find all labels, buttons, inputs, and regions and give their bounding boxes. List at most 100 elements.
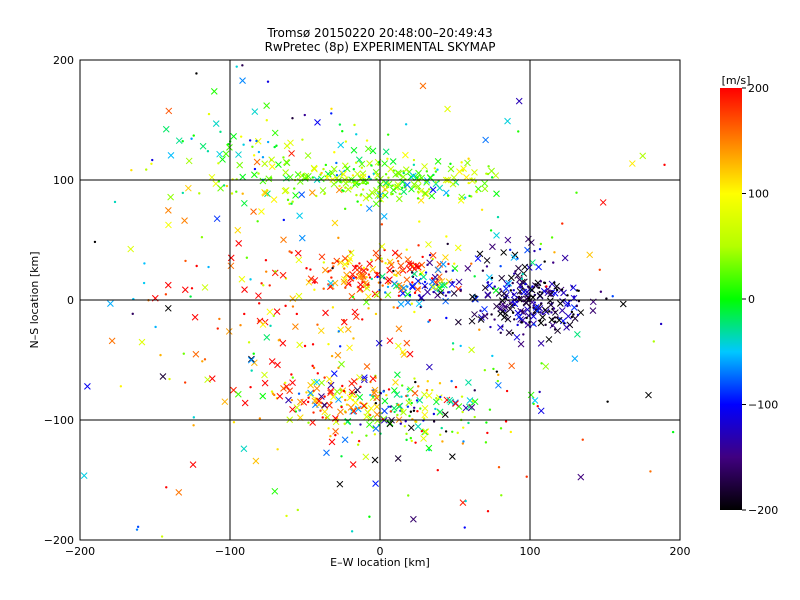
data-point-dot <box>383 248 386 252</box>
data-point-dot <box>266 140 270 144</box>
data-point-dot <box>416 190 420 194</box>
data-point-dot <box>355 133 358 136</box>
data-point-cross <box>476 250 484 258</box>
data-point-dot <box>184 259 187 263</box>
data-point-cross <box>437 289 445 296</box>
data-point-dot <box>384 173 388 176</box>
data-point-cross <box>414 183 422 190</box>
data-point-cross <box>419 82 427 90</box>
data-point-cross <box>558 307 566 314</box>
data-point-dot <box>536 405 539 408</box>
data-point-cross <box>326 401 333 409</box>
data-point-dot <box>499 288 502 291</box>
data-point-cross <box>381 160 389 167</box>
data-point-dot <box>496 215 500 219</box>
data-point-dot <box>522 333 525 336</box>
data-point-dot <box>415 399 419 402</box>
data-point-cross <box>366 260 374 268</box>
data-point-dot <box>338 345 342 348</box>
data-point-cross <box>307 275 315 283</box>
data-point-cross <box>255 292 262 300</box>
data-point-cross <box>403 181 411 189</box>
data-point-dot <box>247 341 251 344</box>
data-point-cross <box>486 274 493 281</box>
data-point-dot <box>445 235 448 238</box>
data-point-cross <box>165 221 172 229</box>
data-point-dot <box>543 281 547 285</box>
data-point-dot <box>550 294 553 297</box>
data-point-dot <box>367 283 370 286</box>
data-point-cross <box>493 302 500 310</box>
data-point-cross <box>514 309 522 317</box>
data-point-dot <box>453 262 456 265</box>
data-point-dot <box>425 170 429 173</box>
data-point-dot <box>154 325 157 329</box>
data-point-dot <box>544 323 547 327</box>
data-point-dot <box>446 242 449 246</box>
data-point-cross <box>393 391 401 398</box>
data-point-cross <box>430 283 437 291</box>
data-point-dot <box>570 310 574 314</box>
data-point-cross <box>449 180 457 188</box>
data-point-dot <box>235 190 238 193</box>
data-point-dot <box>335 173 339 177</box>
data-point-cross <box>564 312 572 320</box>
data-point-cross <box>504 236 512 244</box>
data-point-dot <box>474 180 478 183</box>
data-point-dot <box>243 312 246 316</box>
data-point-dot <box>359 194 362 197</box>
data-point-cross <box>455 318 462 326</box>
data-point-cross <box>432 180 440 188</box>
data-point-dot <box>606 400 609 403</box>
data-point-dot <box>659 322 663 326</box>
data-point-cross <box>217 184 224 192</box>
data-point-dot <box>377 163 380 166</box>
data-point-cross <box>344 326 352 333</box>
data-point-cross <box>181 286 189 294</box>
data-point-cross <box>254 137 262 145</box>
data-point-cross <box>304 172 312 180</box>
data-point-dot <box>487 165 490 168</box>
data-point-dot <box>397 403 400 406</box>
data-point-dot <box>422 417 426 420</box>
data-point-cross <box>371 386 379 394</box>
data-point-cross <box>292 323 299 330</box>
data-point-cross <box>356 393 364 401</box>
data-point-cross <box>162 125 170 133</box>
data-point-cross <box>281 187 289 195</box>
data-point-cross <box>317 175 325 183</box>
data-point-dot <box>322 167 325 171</box>
data-point-cross <box>444 105 451 113</box>
data-point-dot <box>553 328 557 331</box>
data-point-dot <box>405 438 408 442</box>
data-point-cross <box>259 177 267 185</box>
data-point-cross <box>510 254 518 261</box>
data-point-dot <box>352 337 355 340</box>
data-point-cross <box>522 299 530 307</box>
data-point-cross <box>441 411 449 419</box>
data-point-dot <box>520 277 524 281</box>
data-point-dot <box>369 393 372 397</box>
data-point-dot <box>356 200 359 203</box>
data-point-cross <box>328 169 336 177</box>
data-point-dot <box>266 80 270 83</box>
data-point-dot <box>539 302 543 305</box>
data-point-dot <box>290 398 294 402</box>
data-point-dot <box>473 415 476 419</box>
data-point-dot <box>241 192 244 195</box>
data-point-dot <box>355 193 358 197</box>
data-point-dot <box>340 173 344 176</box>
data-point-cross <box>520 288 528 296</box>
data-point-cross <box>289 379 296 387</box>
data-point-dot <box>444 430 448 433</box>
data-point-cross <box>274 361 281 369</box>
data-point-cross <box>409 282 416 290</box>
data-point-cross <box>410 515 417 523</box>
data-point-dot <box>402 171 405 175</box>
colorbar-label: [m/s] <box>722 74 751 87</box>
data-point-dot <box>454 385 458 389</box>
data-point-dot <box>370 164 373 167</box>
data-point-dot <box>399 422 402 425</box>
data-point-cross <box>400 351 408 358</box>
data-point-dot <box>385 186 389 189</box>
